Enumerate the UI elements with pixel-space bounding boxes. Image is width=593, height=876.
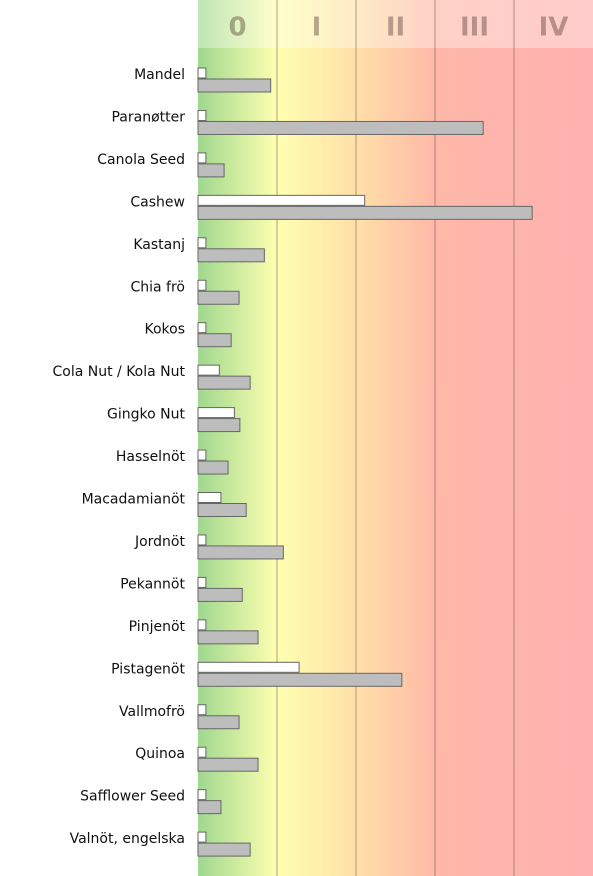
bar <box>197 248 265 263</box>
bar <box>197 619 207 631</box>
bar <box>197 545 284 560</box>
bar <box>197 587 243 602</box>
bar <box>197 449 207 461</box>
bar <box>197 333 232 348</box>
category-label: Macadamianöt <box>82 492 186 508</box>
bar <box>197 364 220 376</box>
category-label: Cashew <box>130 194 185 210</box>
category-label: Safflower Seed <box>80 789 185 805</box>
bar <box>197 152 207 164</box>
category-label: Mandel <box>134 67 185 83</box>
bar <box>197 460 229 475</box>
category-label: Chia frö <box>130 279 185 295</box>
bar <box>197 67 207 79</box>
bar <box>197 661 300 673</box>
category-label: Canola Seed <box>97 152 185 168</box>
x-tick-label: II <box>386 13 405 43</box>
x-tick-label: 0 <box>228 13 246 43</box>
bar <box>197 120 484 135</box>
bar <box>197 672 403 687</box>
bar <box>197 237 207 249</box>
plot-background <box>198 0 593 876</box>
x-tick-label: III <box>460 13 489 43</box>
category-label: Vallmofrö <box>119 704 185 720</box>
category-label: Kokos <box>144 322 185 338</box>
bar <box>197 831 207 843</box>
category-label: Pinjenöt <box>129 619 186 635</box>
category-label: Paranøtter <box>111 109 185 125</box>
bar <box>197 418 241 433</box>
bar <box>197 322 207 334</box>
bar <box>197 715 240 730</box>
bar <box>197 842 251 857</box>
category-label: Pistagenöt <box>111 661 185 677</box>
category-label: Quinoa <box>135 746 185 762</box>
bar <box>197 290 240 305</box>
bar <box>197 704 207 716</box>
bar <box>197 576 207 588</box>
bar <box>197 757 259 772</box>
bar <box>197 789 207 801</box>
category-label: Cola Nut / Kola Nut <box>52 364 185 380</box>
bar <box>197 375 251 390</box>
bar <box>197 109 207 121</box>
bar <box>197 78 272 93</box>
bar <box>197 492 222 503</box>
bar <box>197 205 533 220</box>
category-label: Gingko Nut <box>107 407 185 423</box>
x-tick-label: I <box>312 13 322 43</box>
bar <box>197 800 222 815</box>
bar <box>197 503 247 517</box>
bar <box>197 163 225 178</box>
header-band <box>198 0 593 48</box>
category-label: Jordnöt <box>134 534 186 550</box>
bar <box>197 534 207 546</box>
bar <box>197 407 235 419</box>
bar <box>197 279 207 291</box>
category-label: Pekannöt <box>120 576 185 592</box>
bar <box>197 746 207 758</box>
bar <box>197 194 366 206</box>
category-label: Kastanj <box>133 237 185 253</box>
category-label: Hasselnöt <box>116 449 186 465</box>
category-label: Valnöt, engelska <box>70 831 185 847</box>
x-tick-label: IV <box>539 13 569 43</box>
bar <box>197 630 259 645</box>
